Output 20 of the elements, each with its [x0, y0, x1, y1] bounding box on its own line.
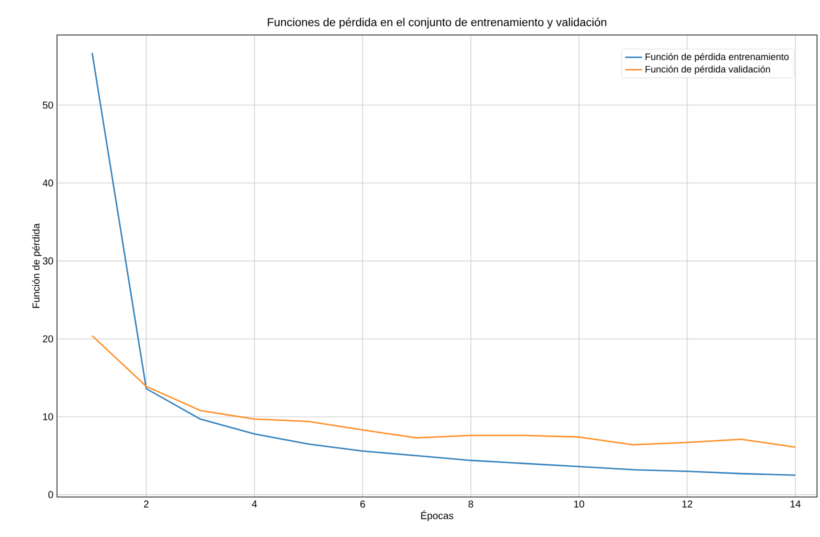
line-series — [91, 52, 796, 476]
x-tick-label: 2 — [144, 500, 149, 508]
y-tick-label: 50 — [42, 102, 54, 109]
chart-title: Funciones de pérdida en el conjunto de entrenamiento y validación — [268, 18, 606, 28]
line-series — [91, 335, 796, 448]
x-axis-title: Épocas — [421, 510, 454, 522]
y-tick-label: 30 — [42, 257, 54, 264]
x-tick-label: 14 — [790, 500, 801, 508]
x-tick-label: 8 — [468, 500, 474, 508]
legend-label: Función de pérdida entrenamiento — [646, 53, 789, 62]
y-axis-title: Función de pérdida — [32, 223, 42, 308]
legend-label: Función de pérdida validación — [646, 65, 770, 74]
x-tick-label: 4 — [252, 500, 257, 508]
x-tick-label: 10 — [574, 500, 584, 508]
x-tick-label: 12 — [682, 500, 692, 508]
x-tick-label: 6 — [360, 500, 365, 508]
y-tick-label: 0 — [48, 491, 54, 498]
y-tick-label: 20 — [42, 335, 54, 342]
y-tick-label: 10 — [43, 413, 54, 420]
y-tick-label: 40 — [42, 180, 54, 187]
